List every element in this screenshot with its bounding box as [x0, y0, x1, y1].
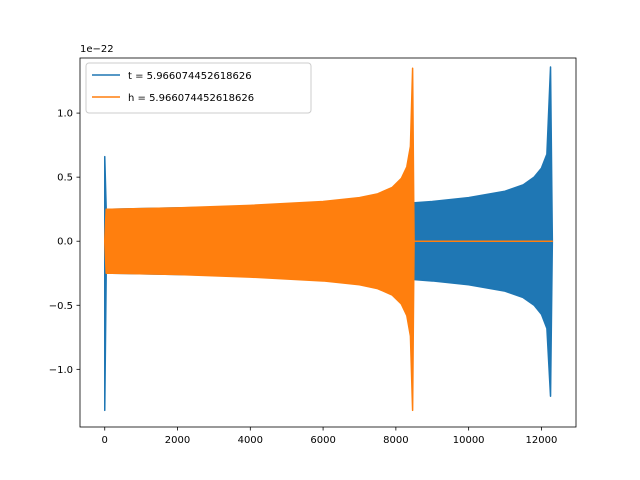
y-tick-label: −1.0 — [49, 365, 73, 376]
series-layer — [104, 66, 554, 412]
legend-label-t: t = 5.966074452618626 — [128, 71, 252, 82]
x-tick-label: 12000 — [526, 435, 558, 446]
x-axis: 0 2000 4000 6000 8000 10000 12000 — [102, 427, 558, 446]
y-tick-label: 0.0 — [57, 237, 73, 248]
series-envelope-1 — [104, 67, 554, 412]
legend-label-h: h = 5.966074452618626 — [128, 93, 254, 104]
legend-frame — [85, 62, 312, 114]
x-tick-label: 6000 — [310, 435, 335, 446]
legend: t = 5.966074452618626 h = 5.966074452618… — [85, 62, 312, 114]
x-tick-label: 10000 — [453, 435, 485, 446]
y-tick-label: 1.0 — [57, 109, 73, 120]
x-tick-label: 4000 — [238, 435, 263, 446]
x-tick-label: 0 — [102, 435, 108, 446]
y-tick-label: 0.5 — [57, 173, 73, 184]
x-tick-label: 8000 — [383, 435, 408, 446]
y-tick-label: −0.5 — [49, 301, 73, 312]
series-1 — [104, 67, 554, 412]
y-axis: −1.0 −0.5 0.0 0.5 1.0 — [49, 109, 80, 376]
x-tick-label: 2000 — [165, 435, 190, 446]
plot-area — [79, 57, 577, 428]
axes-frame — [79, 57, 577, 428]
y-axis-offset-text: 1e−22 — [80, 44, 114, 55]
